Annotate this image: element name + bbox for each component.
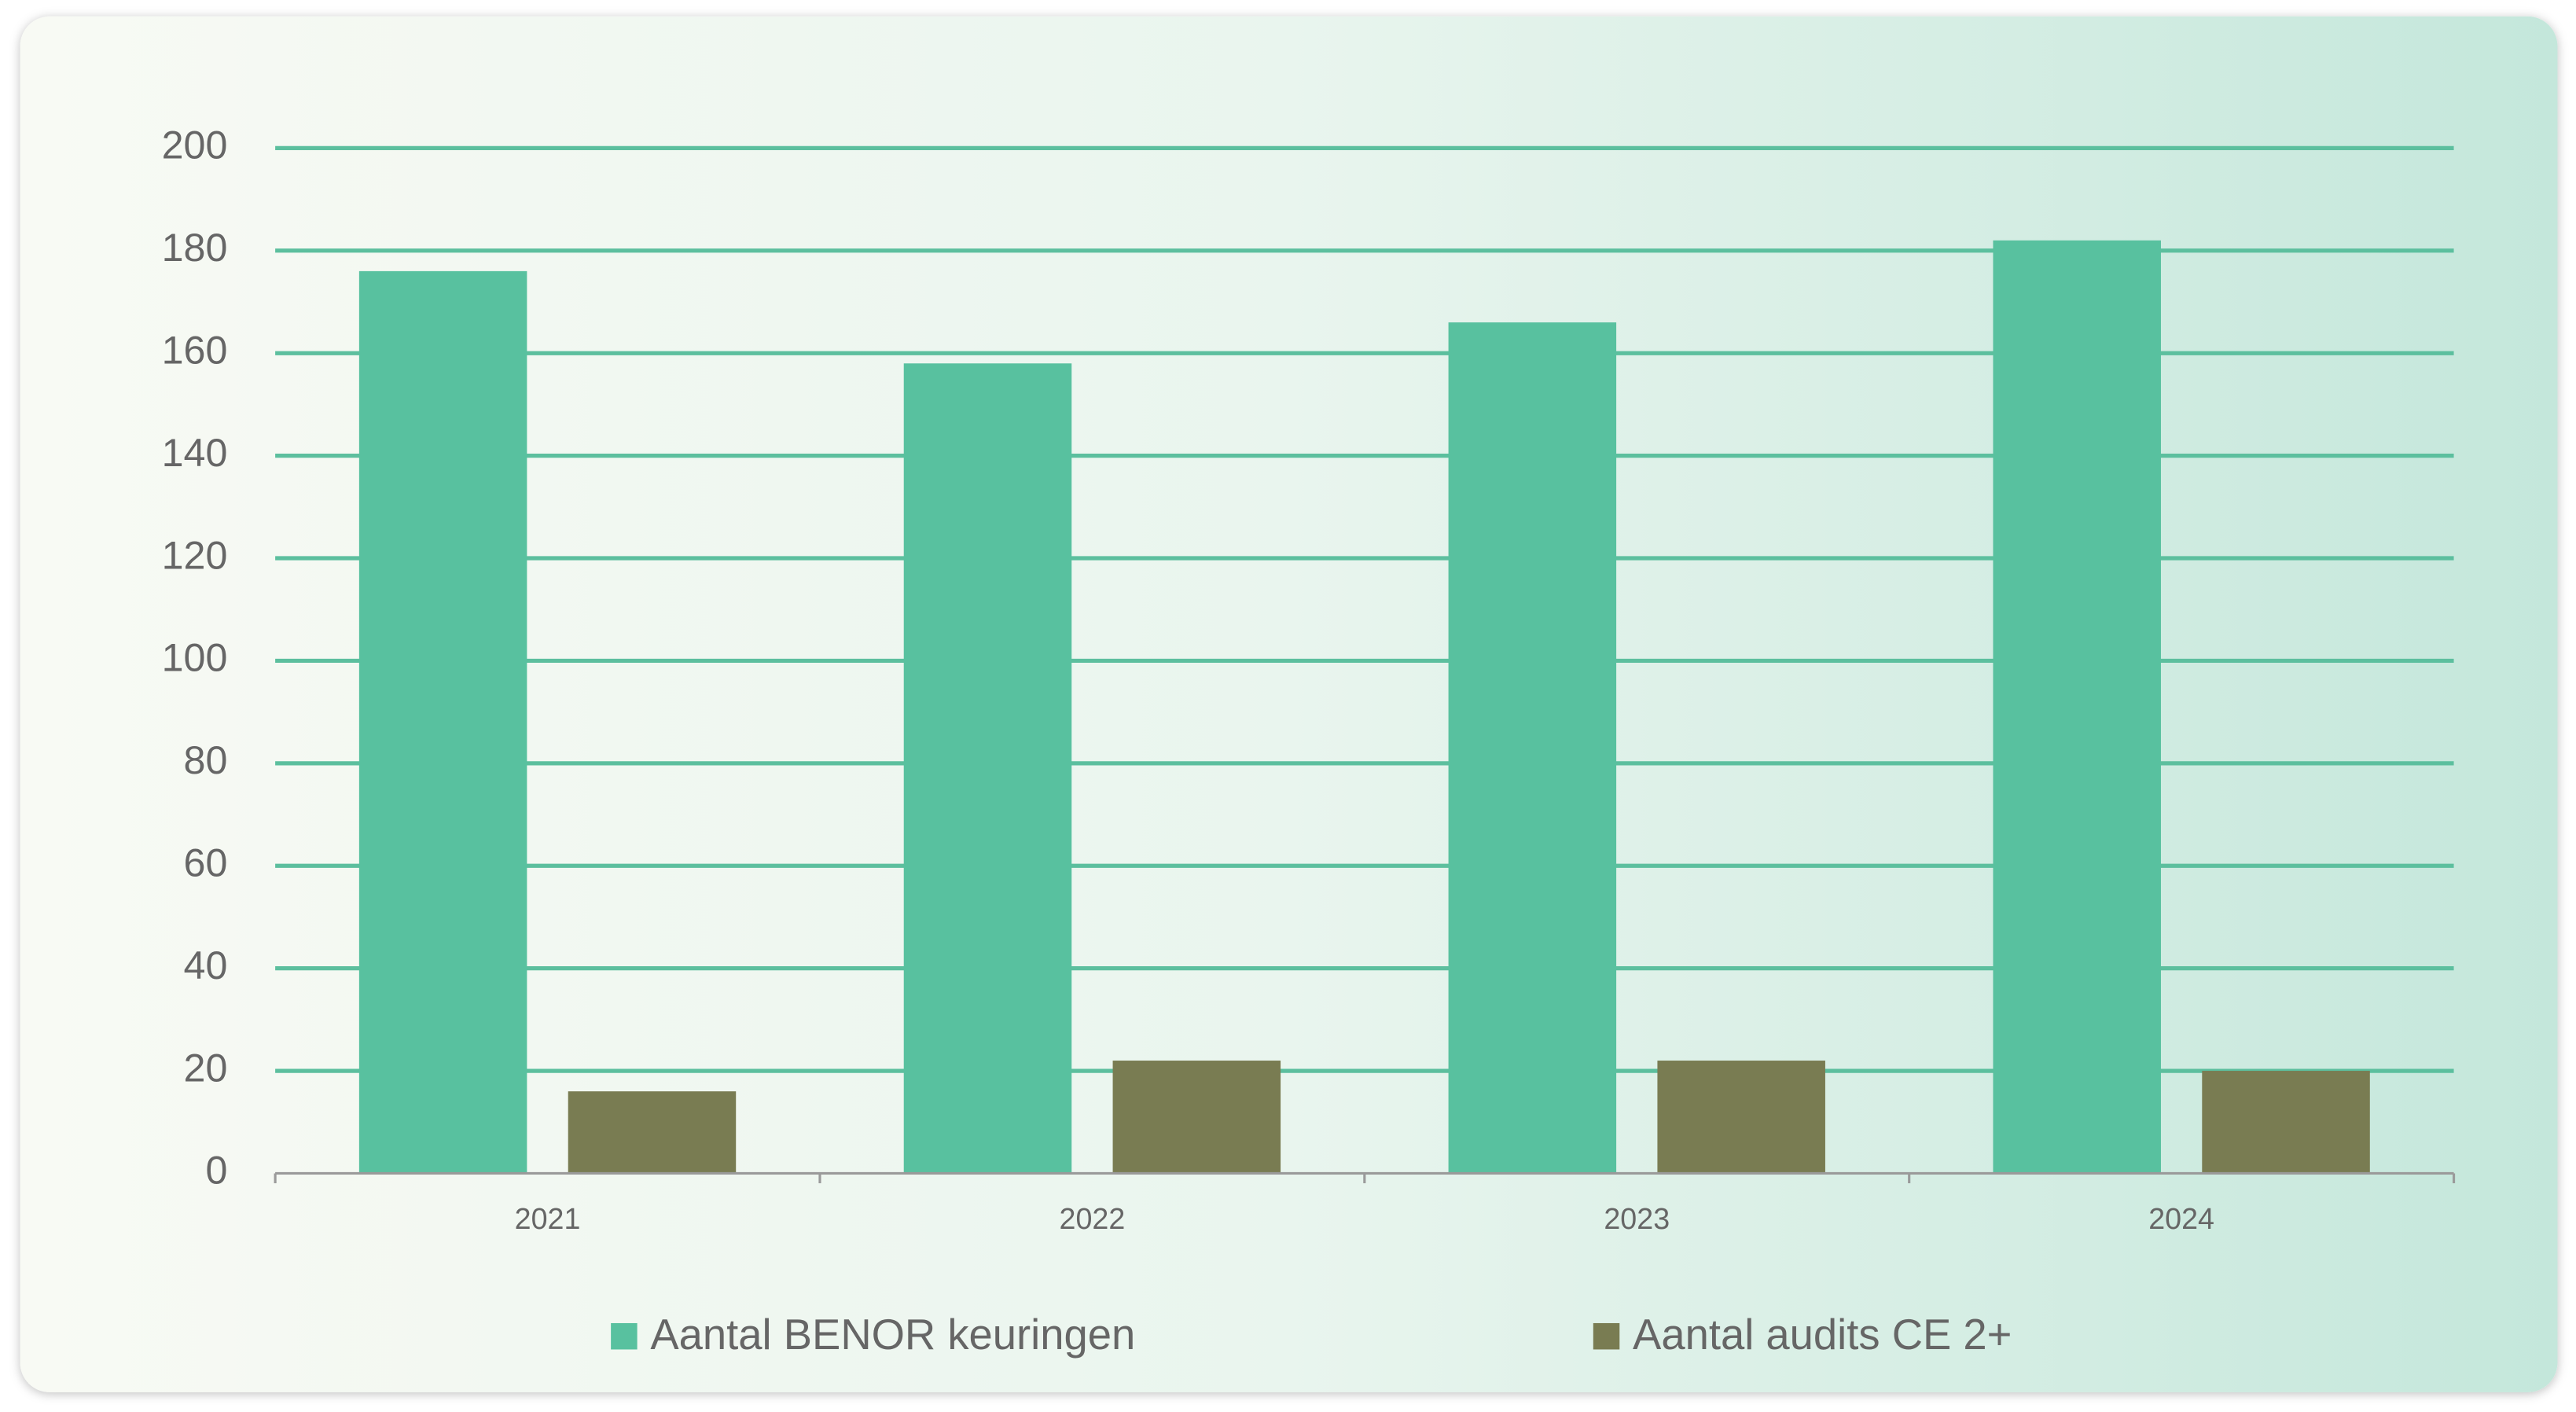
- x-tick-label: 2021: [515, 1202, 581, 1235]
- y-tick-label: 140: [162, 431, 228, 475]
- y-tick-label: 0: [205, 1149, 227, 1193]
- card: [20, 16, 2558, 1392]
- x-tick-label: 2023: [1604, 1202, 1670, 1235]
- plot-area: 0 20 40 60 80 100 120 140 160 180 200 2021 2022 2023 2…: [162, 123, 2456, 1359]
- y-tick-label: 60: [184, 841, 228, 885]
- bar: [568, 1091, 737, 1174]
- y-tick-label: 160: [162, 328, 228, 372]
- legend-swatch: [1593, 1322, 1620, 1350]
- y-tick-label: 120: [162, 533, 228, 577]
- y-tick-label: 200: [162, 123, 228, 167]
- legend-swatch: [611, 1322, 638, 1350]
- bar: [1993, 240, 2161, 1174]
- x-tick-label: 2022: [1060, 1202, 1126, 1235]
- legend-label: Aantal BENOR keuringen: [650, 1311, 1135, 1359]
- bar: [1657, 1061, 1825, 1174]
- x-tick-label: 2024: [2148, 1202, 2214, 1235]
- y-tick-label: 80: [184, 738, 228, 782]
- y-tick-label: 20: [184, 1046, 228, 1090]
- bar: [358, 270, 527, 1174]
- y-tick-label: 100: [162, 636, 228, 680]
- bar: [903, 363, 1072, 1174]
- bar: [2202, 1071, 2370, 1174]
- y-tick-label: 180: [162, 226, 228, 270]
- bar: [1112, 1061, 1281, 1174]
- y-tick-label: 40: [184, 943, 228, 987]
- legend-label: Aantal audits CE 2+: [1633, 1311, 2012, 1359]
- bar: [1448, 322, 1617, 1174]
